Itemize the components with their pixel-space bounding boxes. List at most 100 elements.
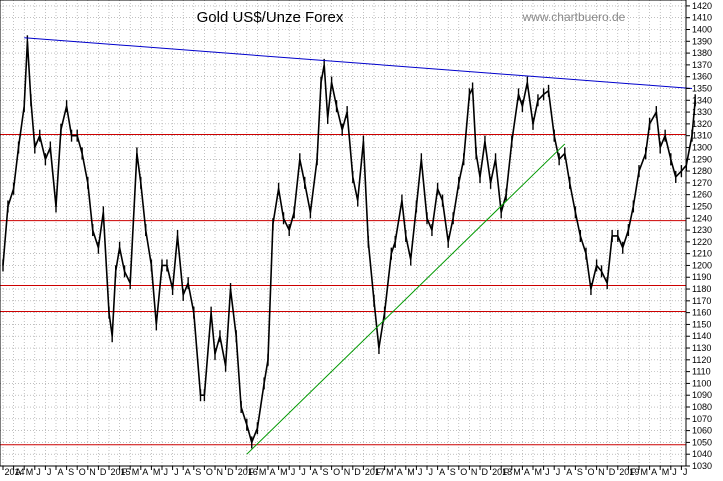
x-tick-label: M bbox=[280, 467, 288, 476]
y-tick-label: 1180 bbox=[692, 284, 711, 294]
x-tick-label: A bbox=[651, 467, 657, 476]
y-tick-label: 1130 bbox=[692, 343, 711, 353]
x-tick-label: J bbox=[418, 467, 423, 476]
chart-grid bbox=[0, 0, 686, 467]
y-tick-label: 1100 bbox=[692, 378, 711, 388]
x-tick-label: M bbox=[26, 467, 34, 476]
x-tick-label: F bbox=[248, 467, 254, 476]
x-tick-label: O bbox=[460, 467, 467, 476]
y-tick-label: 1150 bbox=[692, 319, 711, 329]
x-tick-label: D bbox=[609, 467, 616, 476]
x-tick-label: N bbox=[89, 467, 96, 476]
y-tick-label: 1350 bbox=[692, 83, 712, 93]
x-tick-label: S bbox=[195, 467, 201, 476]
y-tick-label: 1360 bbox=[692, 72, 712, 82]
watermark-text: www.chartbuero.de bbox=[522, 10, 626, 24]
x-tick-label: D bbox=[227, 467, 234, 476]
y-tick-label: 1300 bbox=[692, 142, 712, 152]
x-tick-label: D bbox=[482, 467, 489, 476]
y-tick-label: 1210 bbox=[692, 249, 712, 259]
x-tick-label: F bbox=[376, 467, 382, 476]
y-tick-label: 1230 bbox=[692, 225, 712, 235]
x-tick-label: A bbox=[312, 467, 318, 476]
y-tick-label: 1310 bbox=[692, 131, 712, 141]
x-tick-label: O bbox=[588, 467, 595, 476]
support-trend-line bbox=[246, 143, 566, 455]
x-tick-label: M bbox=[407, 467, 415, 476]
x-tick-label: J bbox=[683, 467, 688, 476]
y-tick-label: 1070 bbox=[692, 414, 712, 424]
x-tick-label: D bbox=[100, 467, 107, 476]
y-tick-label: 1400 bbox=[692, 24, 712, 34]
x-tick-label: 2014 bbox=[5, 467, 25, 476]
x-tick-label: A bbox=[566, 467, 572, 476]
x-tick-label: 2017 bbox=[365, 467, 385, 476]
y-tick-label: 1170 bbox=[692, 296, 711, 306]
y-tick-label: 1060 bbox=[692, 426, 712, 436]
y-tick-label: 1090 bbox=[692, 390, 712, 400]
x-tick-label: M bbox=[132, 467, 140, 476]
y-tick-label: 1410 bbox=[692, 13, 712, 23]
x-tick-label: N bbox=[217, 467, 224, 476]
x-tick-label: F bbox=[630, 467, 636, 476]
x-tick-label: O bbox=[79, 467, 86, 476]
x-tick-label: S bbox=[450, 467, 456, 476]
x-tick-label: N bbox=[471, 467, 478, 476]
x-tick-label: S bbox=[323, 467, 329, 476]
x-tick-label: 2015 bbox=[111, 467, 131, 476]
x-tick-label: A bbox=[142, 467, 148, 476]
chart-title: Gold US$/Unze Forex bbox=[197, 9, 344, 26]
x-tick-label: O bbox=[206, 467, 213, 476]
x-tick-label: O bbox=[333, 467, 340, 476]
plot-frame bbox=[0, 0, 687, 467]
y-tick-label: 1380 bbox=[692, 48, 712, 58]
x-tick-label: J bbox=[291, 467, 296, 476]
y-tick-label: 1040 bbox=[692, 449, 712, 459]
x-tick-label: M bbox=[662, 467, 670, 476]
y-tick-label: 1270 bbox=[692, 178, 712, 188]
y-tick-label: 1050 bbox=[692, 437, 712, 447]
y-tick-label: 1200 bbox=[692, 260, 712, 270]
y-tick-label: 1030 bbox=[692, 461, 712, 471]
x-tick-label: J bbox=[164, 467, 169, 476]
y-tick-label: 1250 bbox=[692, 201, 712, 211]
y-tick-label: 1220 bbox=[692, 237, 712, 247]
y-tick-label: 1160 bbox=[692, 308, 711, 318]
x-tick-label: J bbox=[36, 467, 41, 476]
y-tick-label: 1260 bbox=[692, 190, 712, 200]
x-tick-label: S bbox=[68, 467, 74, 476]
y-tick-label: 1420 bbox=[692, 1, 712, 11]
x-tick-label: M bbox=[535, 467, 543, 476]
price-series bbox=[2, 35, 696, 449]
x-tick-label: N bbox=[598, 467, 605, 476]
x-tick-label: M bbox=[641, 467, 649, 476]
x-tick-label: M bbox=[259, 467, 267, 476]
y-tick-label: 1320 bbox=[692, 119, 712, 129]
y-tick-label: 1390 bbox=[692, 36, 712, 46]
x-tick-label: A bbox=[270, 467, 276, 476]
x-tick-label: F bbox=[503, 467, 509, 476]
y-tick-label: 1110 bbox=[692, 367, 711, 377]
trend-overlays bbox=[24, 37, 693, 455]
x-tick-label: F bbox=[121, 467, 127, 476]
x-tick-label: A bbox=[58, 467, 64, 476]
y-tick-label: 1290 bbox=[692, 154, 712, 164]
x-tick-label: N bbox=[344, 467, 351, 476]
x-tick-label: J bbox=[47, 467, 52, 476]
x-tick-label: A bbox=[185, 467, 191, 476]
y-tick-label: 1120 bbox=[692, 355, 711, 365]
x-tick-label: 2019 bbox=[619, 467, 639, 476]
resistance-trend-line bbox=[24, 37, 693, 89]
x-tick-label: A bbox=[15, 467, 21, 476]
y-tick-label: 1370 bbox=[692, 60, 712, 70]
x-tick-label: A bbox=[439, 467, 445, 476]
y-tick-label: 1280 bbox=[692, 166, 712, 176]
x-tick-label: M bbox=[386, 467, 394, 476]
x-tick-label: J bbox=[545, 467, 550, 476]
x-tick-label: J bbox=[429, 467, 434, 476]
x-tick-label: M bbox=[513, 467, 521, 476]
y-tick-label: 1340 bbox=[692, 95, 712, 105]
